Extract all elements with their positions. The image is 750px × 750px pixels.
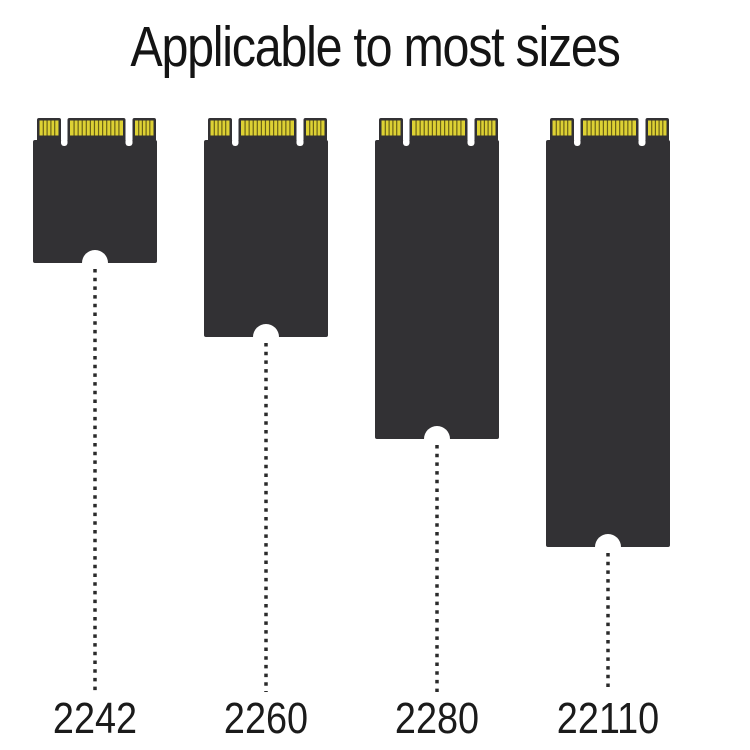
- mounting-notch: [82, 250, 108, 276]
- connector-pins: [583, 120, 636, 136]
- connector-pins: [39, 120, 59, 136]
- connector-pins: [477, 120, 496, 136]
- connector-pins: [241, 120, 294, 136]
- key-notch: [296, 138, 304, 146]
- connector-pins: [552, 120, 572, 136]
- board-body: [375, 140, 499, 439]
- key-notch: [232, 138, 239, 146]
- key-notch: [61, 138, 68, 146]
- connector-pins: [648, 120, 667, 136]
- m2-card-column-2260: [204, 118, 328, 692]
- key-notch: [125, 138, 133, 146]
- board-body: [33, 140, 157, 263]
- m2-ssd-card: [375, 118, 499, 692]
- board-body: [204, 140, 328, 337]
- connector-pins: [381, 120, 401, 136]
- size-label: 2260: [223, 694, 309, 743]
- connector-pins: [210, 120, 230, 136]
- mounting-notch: [595, 534, 621, 560]
- connector-pins: [70, 120, 123, 136]
- size-label: 22110: [556, 694, 660, 743]
- connector-pins: [306, 120, 325, 136]
- size-label: 2242: [52, 694, 138, 743]
- connector-pins: [135, 120, 154, 136]
- key-notch: [403, 138, 410, 146]
- m2-card-column-22110: [546, 118, 670, 692]
- connector-pins: [412, 120, 465, 136]
- m2-card-column-2242: [33, 118, 157, 692]
- mounting-notch: [424, 426, 450, 452]
- key-notch: [574, 138, 581, 146]
- page-title: Applicable to most sizes: [130, 15, 620, 79]
- m2-ssd-card: [546, 118, 670, 692]
- mounting-notch: [253, 324, 279, 350]
- m2-ssd-card: [33, 118, 157, 692]
- m2-card-column-2280: [375, 118, 499, 692]
- key-notch: [638, 138, 646, 146]
- m2-ssd-card: [204, 118, 328, 692]
- size-label: 2280: [394, 694, 480, 743]
- key-notch: [467, 138, 475, 146]
- board-body: [546, 140, 670, 547]
